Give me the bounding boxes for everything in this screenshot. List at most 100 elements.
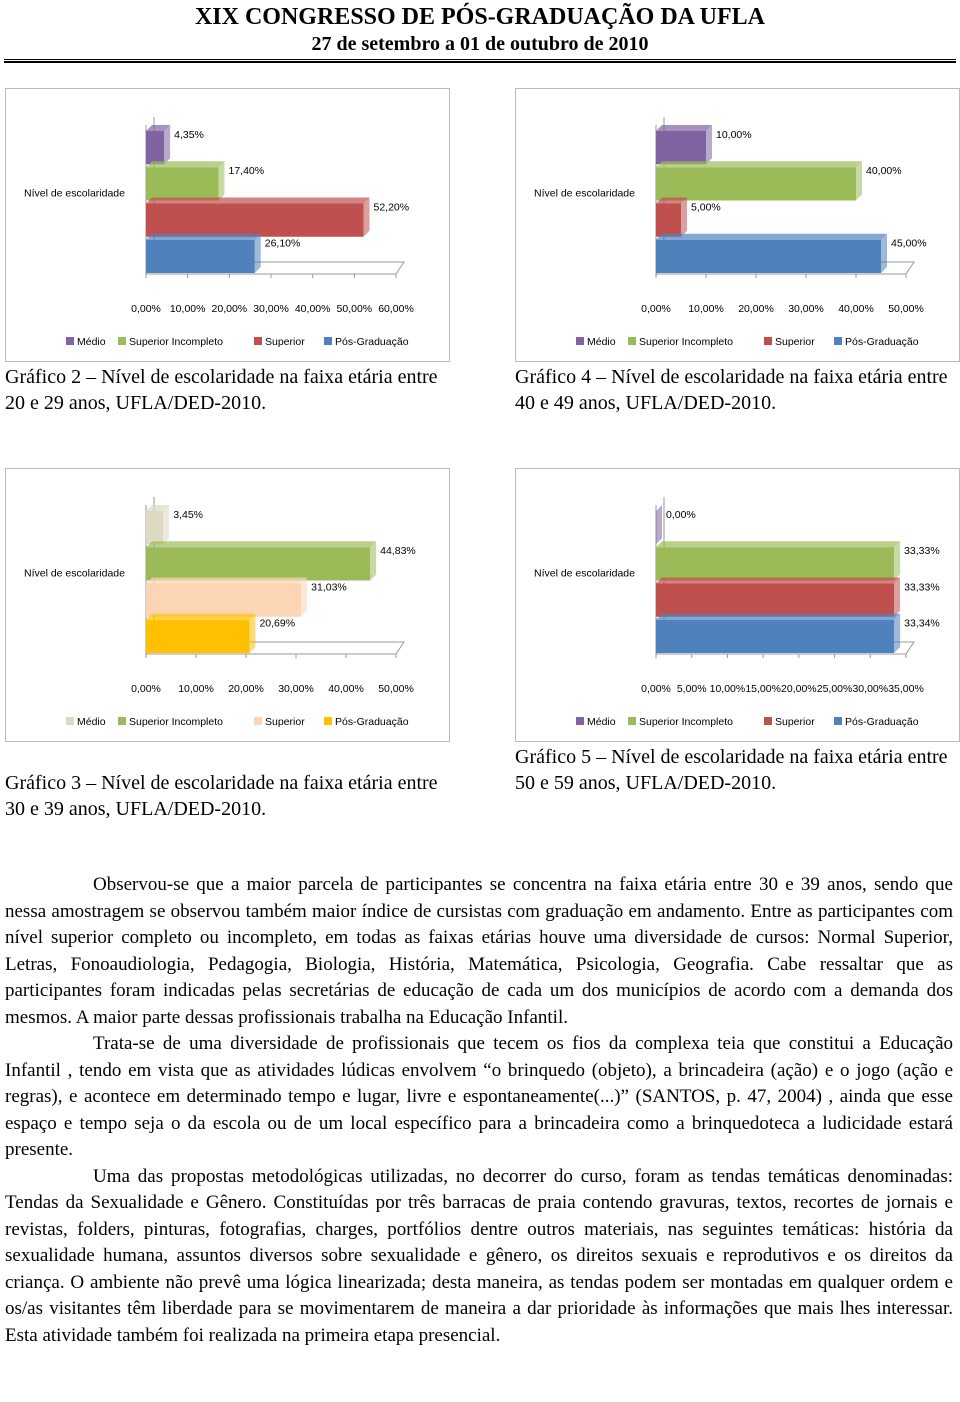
x-tick-label: 20,00% bbox=[228, 683, 264, 695]
legend-swatch bbox=[628, 337, 636, 345]
header-date: 27 de setembro a 01 de outubro de 2010 bbox=[311, 33, 649, 55]
bar-top bbox=[146, 125, 171, 131]
x-tick-label: 30,00% bbox=[278, 683, 314, 695]
value-label: 40,00% bbox=[866, 165, 902, 177]
x-tick-label: 50,00% bbox=[378, 683, 414, 695]
x-tick-label: 40,00% bbox=[328, 683, 364, 695]
legend-label: Pós-Graduação bbox=[335, 336, 409, 348]
legend-label: Pós-Graduação bbox=[845, 336, 919, 348]
category-label: Nível de escolaridade bbox=[24, 567, 125, 579]
x-tick-label: 10,00% bbox=[170, 303, 206, 315]
x-tick-label: 40,00% bbox=[295, 303, 331, 315]
bar-side bbox=[894, 577, 901, 617]
bar-side bbox=[370, 541, 377, 581]
bar-side bbox=[894, 613, 901, 653]
legend-label: Superior bbox=[265, 336, 305, 348]
bar-side bbox=[706, 125, 712, 165]
legend-swatch bbox=[66, 337, 74, 345]
bar-side bbox=[218, 161, 225, 201]
bar bbox=[656, 583, 895, 617]
bar bbox=[146, 203, 364, 237]
legend-label: Superior bbox=[775, 336, 815, 348]
x-tick-label: 25,00% bbox=[817, 683, 853, 695]
chart-caption: Gráfico 2 – Nível de escolaridade na fai… bbox=[5, 366, 438, 414]
chart-panel: 0,00% 10,00% 20,00% 30,00% 40,00% 50,00% 60,00… bbox=[5, 88, 450, 416]
paragraph: Uma das propostas metodológicas utilizad… bbox=[5, 1165, 953, 1346]
bar-top bbox=[146, 505, 170, 511]
legend-swatch bbox=[118, 337, 126, 345]
x-tick-label: 20,00% bbox=[781, 683, 817, 695]
bar-side bbox=[894, 541, 901, 581]
bar-side bbox=[881, 233, 887, 273]
legend-swatch bbox=[324, 717, 332, 725]
bar-top bbox=[146, 577, 308, 584]
bar-side bbox=[249, 613, 256, 653]
x-tick-label: 30,00% bbox=[253, 303, 289, 315]
bar-top bbox=[656, 161, 862, 168]
bar bbox=[146, 511, 164, 545]
legend-swatch bbox=[66, 717, 74, 725]
x-tick-label: 20,00% bbox=[738, 303, 774, 315]
paragraph: Observou-se que a maior parcela de parti… bbox=[5, 874, 953, 1028]
x-tick-label: 35,00% bbox=[888, 683, 924, 695]
bar-top bbox=[656, 577, 901, 584]
x-tick-label: 50,00% bbox=[337, 303, 373, 315]
bar-top bbox=[656, 541, 901, 548]
value-label: 17,40% bbox=[229, 165, 265, 177]
bar-top bbox=[146, 541, 377, 548]
x-tick-label: 30,00% bbox=[852, 683, 888, 695]
chart-panel: 0,00% 5,00% 10,00% 15,00% 20,00% 25,00% 30,00%… bbox=[515, 468, 960, 796]
legend-label: Superior bbox=[775, 716, 815, 728]
bar-side bbox=[363, 197, 370, 237]
x-tick-label: 10,00% bbox=[688, 303, 724, 315]
bar-top bbox=[656, 233, 887, 240]
value-label: 52,20% bbox=[374, 201, 410, 213]
legend-label: Superior Incompleto bbox=[129, 336, 223, 348]
chart-caption: Gráfico 5 – Nível de escolaridade na fai… bbox=[515, 746, 948, 794]
legend-swatch bbox=[764, 337, 772, 345]
value-label: 10,00% bbox=[716, 129, 752, 141]
value-label: 0,00% bbox=[666, 509, 696, 521]
legend-label: Médio bbox=[587, 336, 616, 348]
bar bbox=[656, 203, 681, 237]
legend-swatch bbox=[834, 717, 842, 725]
bar bbox=[656, 167, 856, 201]
bar-side bbox=[856, 161, 862, 201]
x-tick-label: 10,00% bbox=[710, 683, 746, 695]
bar bbox=[146, 131, 165, 165]
bar bbox=[146, 239, 255, 273]
value-label: 20,69% bbox=[259, 618, 295, 630]
legend-swatch bbox=[254, 717, 262, 725]
category-label: Nível de escolaridade bbox=[24, 187, 125, 199]
bar-side bbox=[164, 125, 171, 165]
value-label: 31,03% bbox=[311, 581, 347, 593]
legend-swatch bbox=[576, 717, 584, 725]
paragraph: Trata-se de uma diversidade de profissio… bbox=[5, 1033, 953, 1160]
chart-caption: Gráfico 4 – Nível de escolaridade na fai… bbox=[515, 366, 948, 414]
legend-label: Pós-Graduação bbox=[335, 716, 409, 728]
x-tick-label: 60,00% bbox=[378, 303, 414, 315]
bar bbox=[146, 619, 250, 653]
chart: 0,00% 5,00% 10,00% 15,00% 20,00% 25,00% 30,00%… bbox=[515, 468, 960, 742]
bar-side bbox=[163, 505, 170, 545]
value-label: 45,00% bbox=[891, 238, 927, 250]
bar-top bbox=[656, 613, 901, 620]
legend-swatch bbox=[254, 337, 262, 345]
bar-side bbox=[656, 505, 662, 545]
x-tick-label: 40,00% bbox=[838, 303, 874, 315]
x-tick-label: 10,00% bbox=[178, 683, 214, 695]
bar bbox=[656, 131, 706, 165]
bar-top bbox=[146, 613, 256, 620]
x-tick-label: 50,00% bbox=[888, 303, 924, 315]
bar bbox=[656, 239, 881, 273]
value-label: 5,00% bbox=[691, 201, 721, 213]
bar-top bbox=[146, 233, 261, 240]
legend-swatch bbox=[628, 717, 636, 725]
chart-panel: 0,00% 10,00% 20,00% 30,00% 40,00% 50,00% Nível… bbox=[5, 468, 450, 822]
value-label: 3,45% bbox=[173, 509, 203, 521]
bar-top bbox=[656, 197, 687, 204]
legend-swatch bbox=[834, 337, 842, 345]
x-tick-label: 0,00% bbox=[131, 683, 161, 695]
x-tick-label: 15,00% bbox=[745, 683, 781, 695]
chart: 0,00% 10,00% 20,00% 30,00% 40,00% 50,00% Nível… bbox=[515, 88, 960, 362]
